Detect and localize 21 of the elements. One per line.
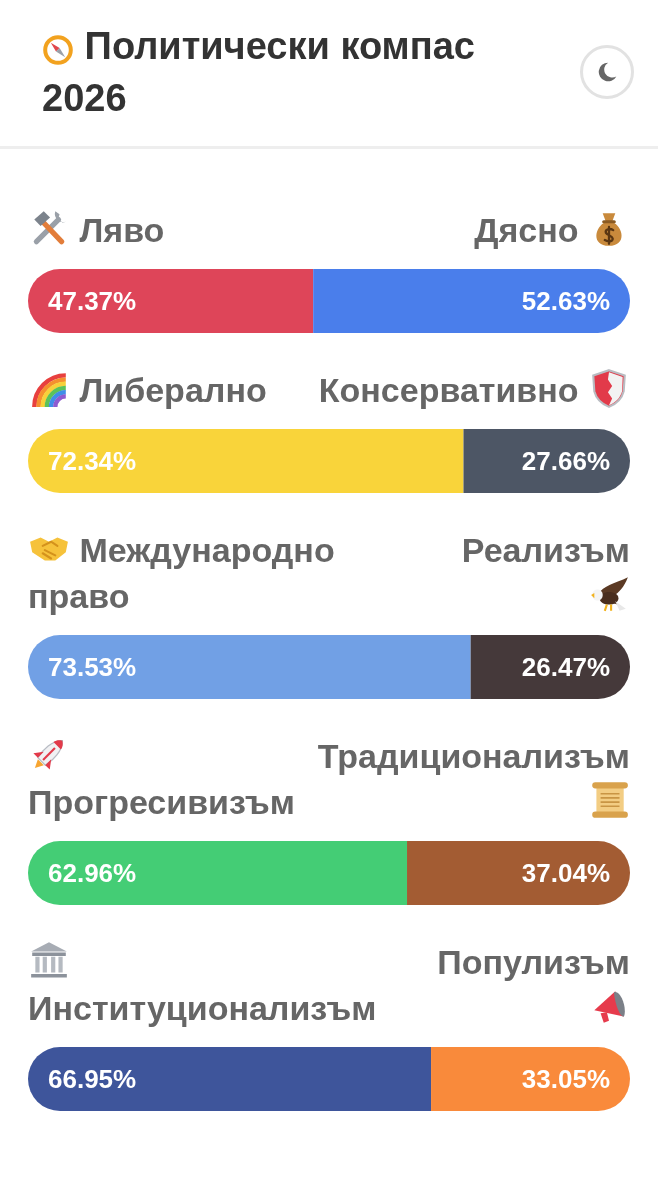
legend-label: Либерално <box>79 371 267 409</box>
data-label: 73.53% <box>48 652 137 682</box>
data-label: 27.66% <box>521 446 610 476</box>
series-label: Популизъм <box>437 943 630 981</box>
series-label: Ляво <box>79 211 165 249</box>
series-label: Дясно <box>474 211 579 249</box>
data-label: 72.34% <box>48 446 137 476</box>
data-label: 33.05% <box>521 1064 610 1094</box>
series-label: Консервативно <box>318 371 579 409</box>
series-label: Прогресивизъм <box>28 783 295 821</box>
data-label: 26.47% <box>521 652 610 682</box>
text: Традиционализъм <box>317 737 630 775</box>
data-label: 62.96% <box>48 858 137 888</box>
series-label: Институционализъм <box>28 989 377 1027</box>
data-label: 52.63% <box>521 286 610 316</box>
data-label: 47.37% <box>48 286 137 316</box>
chart-title: Политически компас 2026 <box>42 25 475 119</box>
data-label: 66.95% <box>48 1064 137 1094</box>
series-label: Реализъм <box>461 531 630 569</box>
series-label: Международно право <box>28 531 335 615</box>
data-label: 37.04% <box>521 858 610 888</box>
